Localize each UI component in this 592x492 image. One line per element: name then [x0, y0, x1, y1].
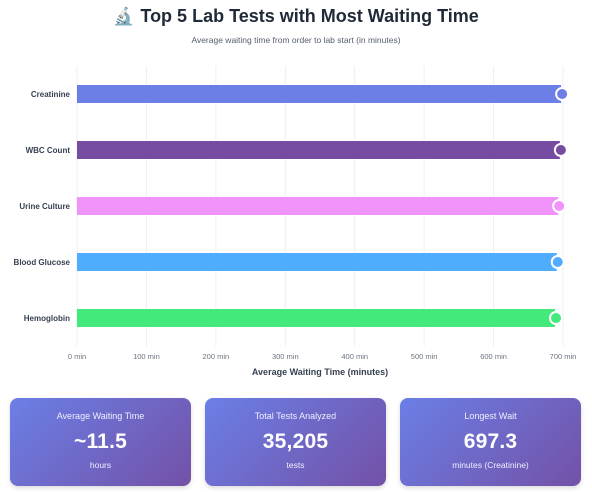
x-tick-label: 400 min — [341, 352, 368, 361]
stat-card-value: ~11.5 — [74, 430, 127, 453]
stat-card-unit: hours — [89, 460, 112, 470]
category-label: Creatinine — [31, 90, 71, 99]
bar — [77, 309, 556, 327]
bar-end-marker — [553, 143, 568, 157]
x-tick-label: 100 min — [133, 352, 160, 361]
stat-card-value: 697.3 — [463, 430, 518, 453]
microscope-icon: 🔬 — [113, 7, 135, 26]
x-tick-label: 300 min — [272, 352, 299, 361]
x-tick-label: 600 min — [480, 352, 507, 361]
stat-card-label: Average Waiting Time — [56, 411, 145, 421]
bar-end-marker — [552, 199, 567, 213]
stat-card-longest-wait: Longest Wait 697.3 minutes (Creatinine) — [400, 398, 581, 486]
category-label: Blood Glucose — [14, 258, 71, 267]
bar-end-marker — [555, 87, 570, 101]
chart-title: 🔬 Top 5 Lab Tests with Most Waiting Time — [0, 6, 592, 27]
category-label: WBC Count — [26, 146, 71, 155]
bar — [77, 253, 557, 271]
bar-end-marker — [550, 255, 565, 269]
category-label: Hemoglobin — [24, 314, 70, 323]
category-labels: Creatinine WBC Count Urine Culture Blood Gl… — [14, 90, 71, 323]
summary-cards: Average Waiting Time ~11.5 hours Total T… — [10, 398, 581, 486]
bar — [77, 141, 560, 159]
stat-card-label: Total Tests Analyzed — [254, 411, 337, 421]
x-tick-labels: 0 min 100 min 200 min 300 min 400 min 500 min… — [68, 352, 577, 361]
chart-subtitle: Average waiting time from order to lab s… — [191, 35, 401, 45]
chart-title-text: Top 5 Lab Tests with Most Waiting Time — [140, 6, 479, 26]
category-label: Urine Culture — [19, 202, 70, 211]
bar-end-marker — [549, 311, 564, 325]
stat-card-unit: minutes (Creatinine) — [452, 460, 529, 470]
bar — [77, 197, 559, 215]
bar — [77, 85, 562, 103]
x-axis-title: Average Waiting Time (minutes) — [252, 367, 388, 377]
stat-card-value: 35,205 — [262, 430, 329, 453]
stat-card-label: Longest Wait — [464, 411, 517, 421]
bar-chart: Creatinine WBC Count Urine Culture Blood Gl… — [14, 66, 577, 377]
stat-card-average-waiting-time: Average Waiting Time ~11.5 hours — [10, 398, 191, 486]
x-tick-label: 500 min — [411, 352, 438, 361]
stat-card-total-tests: Total Tests Analyzed 35,205 tests — [205, 398, 386, 486]
stat-card-unit: tests — [286, 460, 305, 470]
chart-bars — [77, 85, 570, 327]
x-tick-label: 700 min — [550, 352, 577, 361]
x-tick-label: 0 min — [68, 352, 86, 361]
chart-header: 🔬 Top 5 Lab Tests with Most Waiting Time… — [0, 0, 592, 45]
x-tick-label: 200 min — [203, 352, 230, 361]
